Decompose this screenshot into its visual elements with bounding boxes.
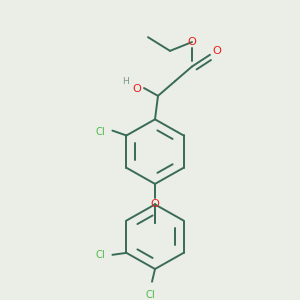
Text: Cl: Cl <box>145 290 155 300</box>
Text: O: O <box>133 84 141 94</box>
Text: O: O <box>213 46 221 56</box>
Text: Cl: Cl <box>95 250 105 260</box>
Text: O: O <box>188 37 196 47</box>
Text: H: H <box>123 77 129 86</box>
Text: O: O <box>151 200 159 209</box>
Text: Cl: Cl <box>95 127 105 136</box>
